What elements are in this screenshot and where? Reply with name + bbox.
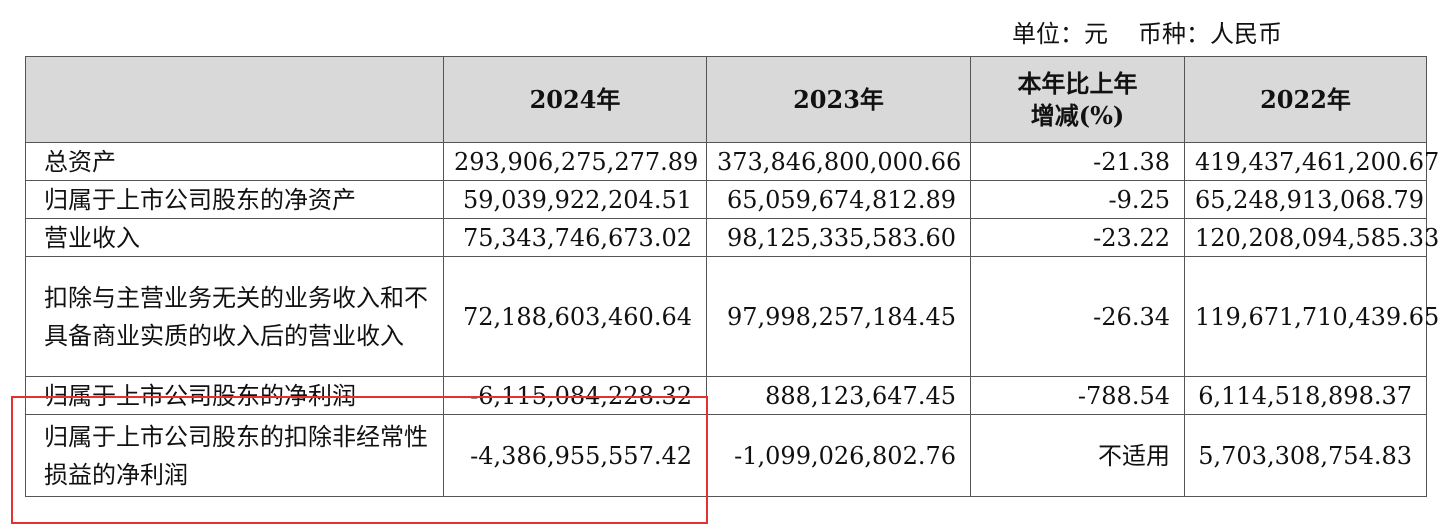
cell-2022: 419,437,461,200.67 — [1184, 142, 1439, 181]
table-row: 总资产 293,906,275,277.89 373,846,800,000.6… — [25, 142, 1439, 181]
cell-2024: 293,906,275,277.89 — [443, 142, 707, 181]
header-2024: 2024年 — [443, 56, 707, 143]
cell-2022: 119,671,710,439.65 — [1184, 256, 1439, 377]
cell-2024: -6,115,084,228.32 — [443, 376, 707, 415]
cell-2024: 75,343,746,673.02 — [443, 218, 707, 257]
cell-2022: 5,703,308,754.83 — [1184, 414, 1427, 497]
row-label: 总资产 — [25, 142, 444, 181]
header-2022: 2022年 — [1184, 56, 1427, 143]
row-label: 归属于上市公司股东的扣除非经常性损益的净利润 — [25, 414, 444, 497]
cell-change: -788.54 — [970, 376, 1185, 415]
cell-change: -26.34 — [970, 256, 1185, 377]
row-label: 归属于上市公司股东的净利润 — [25, 376, 444, 415]
row-label: 扣除与主营业务无关的业务收入和不具备商业实质的收入后的营业收入 — [25, 256, 444, 377]
cell-2023: 98,125,335,583.60 — [706, 218, 971, 257]
row-label: 营业收入 — [25, 218, 444, 257]
cell-2022: 65,248,913,068.79 — [1184, 180, 1427, 219]
cell-2024: -4,386,955,557.42 — [443, 414, 707, 497]
cell-change: 不适用 — [970, 414, 1185, 497]
table-row: 归属于上市公司股东的净资产 59,039,922,204.51 65,059,6… — [25, 180, 1427, 219]
header-change: 本年比上年增减(%) — [970, 56, 1185, 143]
header-blank — [25, 56, 444, 143]
table-row: 归属于上市公司股东的扣除非经常性损益的净利润 -4,386,955,557.42… — [25, 414, 1427, 497]
cell-change: -9.25 — [970, 180, 1185, 219]
cell-2023: 373,846,800,000.66 — [706, 142, 971, 181]
cell-2023: 65,059,674,812.89 — [706, 180, 971, 219]
cell-2024: 72,188,603,460.64 — [443, 256, 707, 377]
table-row: 归属于上市公司股东的净利润 -6,115,084,228.32 888,123,… — [25, 376, 1427, 415]
cell-2024: 59,039,922,204.51 — [443, 180, 707, 219]
unit-label: 单位：元 — [1012, 20, 1108, 48]
cell-2023: 97,998,257,184.45 — [706, 256, 971, 377]
currency-label: 币种：人民币 — [1138, 20, 1282, 48]
cell-2022: 120,208,094,585.33 — [1184, 218, 1439, 257]
table-row: 营业收入 75,343,746,673.02 98,125,335,583.60… — [25, 218, 1439, 257]
cell-change: -23.22 — [970, 218, 1185, 257]
header-change-text: 本年比上年增减(%) — [1017, 68, 1138, 130]
table-row: 扣除与主营业务无关的业务收入和不具备商业实质的收入后的营业收入 72,188,6… — [25, 256, 1439, 377]
header-2023: 2023年 — [706, 56, 971, 143]
cell-2023: -1,099,026,802.76 — [706, 414, 971, 497]
cell-2022: 6,114,518,898.37 — [1184, 376, 1427, 415]
unit-line: 单位：元 币种：人民币 — [1012, 14, 1282, 49]
cell-2023: 888,123,647.45 — [706, 376, 971, 415]
cell-change: -21.38 — [970, 142, 1185, 181]
row-label: 归属于上市公司股东的净资产 — [25, 180, 444, 219]
header-row: 2024年 2023年 本年比上年增减(%) 2022年 — [25, 56, 1427, 143]
financial-table: 2024年 2023年 本年比上年增减(%) 2022年 总资产 293,906… — [25, 56, 1439, 497]
